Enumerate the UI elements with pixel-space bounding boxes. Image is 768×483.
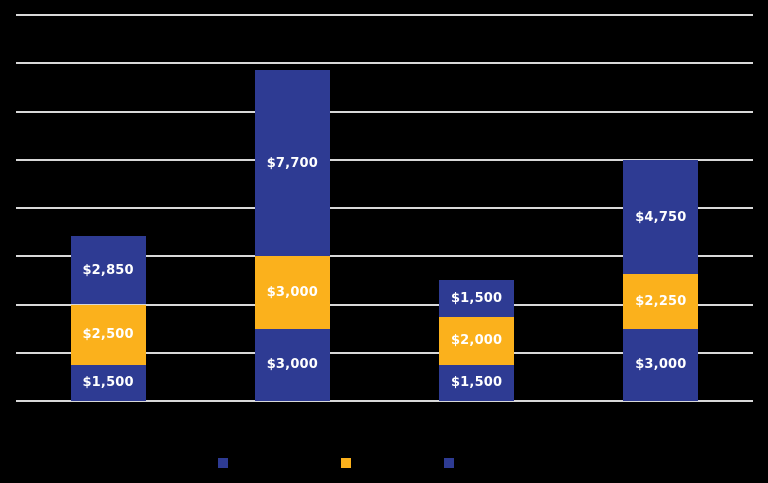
gridline bbox=[16, 158, 753, 161]
segment-value-label: $1,500 bbox=[450, 375, 503, 391]
segment-value-label: $2,850 bbox=[82, 262, 134, 278]
segment-value-label: $2,250 bbox=[635, 293, 687, 309]
bar-segment: $3,000 bbox=[254, 328, 330, 401]
segment-value-label: $2,500 bbox=[82, 327, 134, 343]
segment-value-label: $3,000 bbox=[266, 284, 319, 300]
segment-value-label: $4,750 bbox=[635, 209, 687, 225]
gridline bbox=[16, 351, 753, 354]
bar-segment: $1,500 bbox=[439, 364, 515, 401]
bar-segment: $2,850 bbox=[70, 235, 146, 305]
gridline bbox=[16, 14, 753, 16]
gridline bbox=[16, 207, 753, 209]
chart-title bbox=[0, 0, 768, 14]
bar-segment: $2,500 bbox=[70, 304, 146, 365]
legend-swatch bbox=[341, 458, 351, 468]
segment-value-label: $7,700 bbox=[266, 155, 319, 171]
bar-segment: $3,000 bbox=[623, 328, 699, 401]
segment-value-label: $3,000 bbox=[266, 357, 319, 373]
gridline bbox=[16, 303, 753, 306]
gridline bbox=[16, 255, 753, 258]
bar-segment: $3,000 bbox=[254, 256, 330, 329]
legend-swatch bbox=[444, 458, 454, 468]
bar-segment: $2,250 bbox=[623, 274, 699, 329]
legend-item bbox=[341, 458, 357, 468]
gridline bbox=[16, 62, 753, 65]
segment-value-label: $1,500 bbox=[82, 375, 134, 391]
legend-swatch bbox=[218, 458, 228, 468]
bar-segment: $1,500 bbox=[439, 280, 515, 317]
gridline bbox=[16, 110, 753, 113]
segment-value-label: $3,000 bbox=[635, 357, 687, 373]
bar-segment: $2,000 bbox=[439, 316, 515, 365]
legend-item bbox=[444, 458, 460, 468]
gridline bbox=[16, 400, 753, 402]
legend-item bbox=[218, 458, 234, 468]
bar-segment: $1,500 bbox=[70, 364, 146, 401]
bar-segment: $4,750 bbox=[623, 159, 699, 275]
segment-value-label: $2,000 bbox=[450, 333, 503, 349]
bar-segment: $7,700 bbox=[254, 70, 330, 257]
segment-value-label: $1,500 bbox=[450, 290, 503, 306]
